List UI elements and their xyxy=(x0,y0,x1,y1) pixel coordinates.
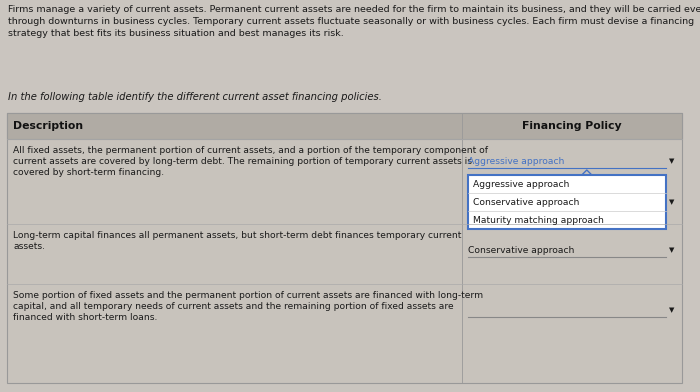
Text: strategy that best fits its business situation and best manages its risk.: strategy that best fits its business sit… xyxy=(8,29,344,38)
Text: ▼: ▼ xyxy=(669,307,674,313)
Text: Description: Description xyxy=(13,121,83,131)
Text: ▼: ▼ xyxy=(669,199,674,205)
FancyBboxPatch shape xyxy=(7,113,682,139)
Text: financed with short-term loans.: financed with short-term loans. xyxy=(13,313,158,322)
Text: covered by short-term financing.: covered by short-term financing. xyxy=(13,168,164,177)
Text: Financing Policy: Financing Policy xyxy=(522,121,622,131)
Text: through downturns in business cycles. Temporary current assets fluctuate seasona: through downturns in business cycles. Te… xyxy=(8,17,694,26)
Text: Maturity matching approach: Maturity matching approach xyxy=(473,216,604,225)
Text: Conservative approach: Conservative approach xyxy=(473,198,580,207)
Text: current assets are covered by long-term debt. The remaining portion of temporary: current assets are covered by long-term … xyxy=(13,157,472,166)
Text: ▼: ▼ xyxy=(669,158,674,164)
Text: Aggressive approach: Aggressive approach xyxy=(468,157,564,166)
Text: All fixed assets, the permanent portion of current assets, and a portion of the : All fixed assets, the permanent portion … xyxy=(13,146,488,155)
Text: In the following table identify the different current asset financing policies.: In the following table identify the diff… xyxy=(8,92,382,102)
Text: Aggressive approach: Aggressive approach xyxy=(473,180,569,189)
FancyBboxPatch shape xyxy=(468,175,666,229)
FancyBboxPatch shape xyxy=(7,113,682,383)
Text: capital, and all temporary needs of current assets and the remaining portion of : capital, and all temporary needs of curr… xyxy=(13,302,454,311)
Text: Firms manage a variety of current assets. Permanent current assets are needed fo: Firms manage a variety of current assets… xyxy=(8,5,700,14)
Text: ▼: ▼ xyxy=(669,247,674,253)
Text: Long-term capital finances all permanent assets, but short-term debt finances te: Long-term capital finances all permanent… xyxy=(13,231,461,240)
Text: Conservative approach: Conservative approach xyxy=(468,246,575,255)
Text: Some portion of fixed assets and the permanent portion of current assets are fin: Some portion of fixed assets and the per… xyxy=(13,291,483,300)
Text: assets.: assets. xyxy=(13,242,45,251)
